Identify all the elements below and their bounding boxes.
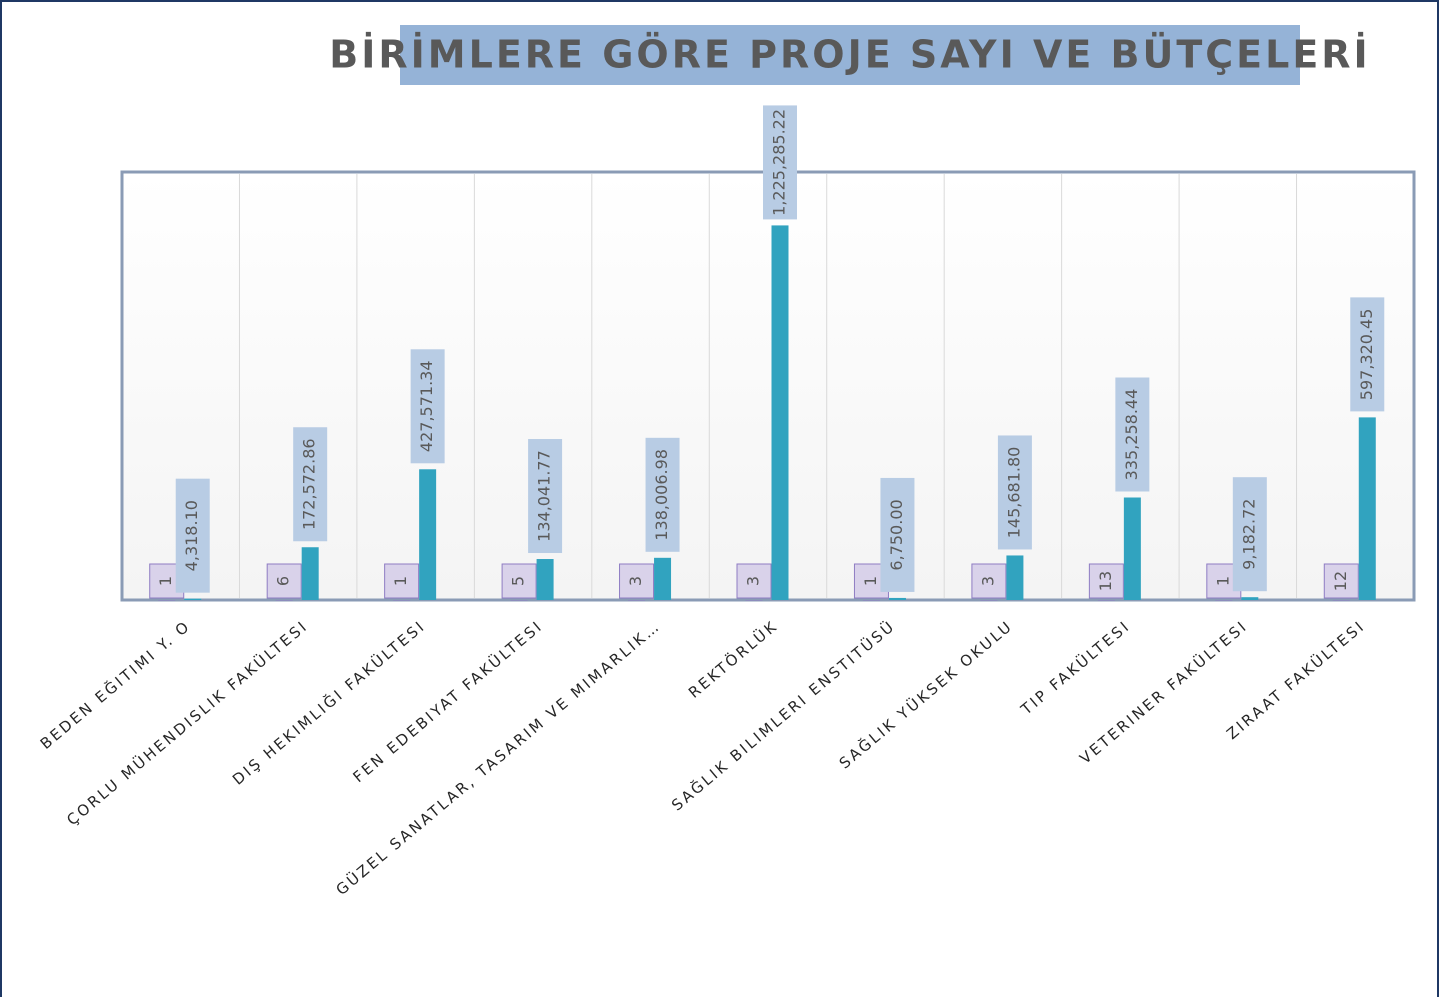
data-label: 3 bbox=[626, 576, 645, 586]
x-tick-label: DIŞ HEKIMLIĞI FAKÜLTESI bbox=[228, 616, 429, 789]
bar bbox=[628, 599, 646, 601]
bar bbox=[301, 547, 319, 600]
data-label-box bbox=[736, 563, 772, 599]
bar bbox=[158, 599, 176, 601]
bar bbox=[771, 225, 789, 600]
bar bbox=[888, 597, 906, 600]
bar bbox=[1006, 555, 1024, 600]
bar bbox=[1358, 417, 1376, 600]
bar bbox=[1241, 597, 1259, 600]
data-label: 1 bbox=[861, 576, 880, 586]
data-label: 1 bbox=[391, 576, 410, 586]
x-tick-label: FEN EDEBIYAT FAKÜLTESI bbox=[349, 616, 547, 786]
data-label-box bbox=[997, 435, 1032, 550]
data-label: 13 bbox=[1096, 571, 1115, 591]
data-label: 1 bbox=[156, 576, 175, 586]
data-label-box bbox=[410, 349, 445, 464]
data-label-box bbox=[619, 563, 655, 599]
data-label: 3 bbox=[744, 576, 763, 586]
plot-area bbox=[120, 170, 1416, 602]
bar bbox=[184, 598, 202, 600]
x-tick-label: REKTÖRLÜK bbox=[684, 616, 781, 702]
bar bbox=[1123, 497, 1141, 600]
data-label-box bbox=[880, 477, 915, 592]
data-label-box bbox=[266, 563, 302, 599]
data-label-box bbox=[384, 563, 420, 599]
data-label-box bbox=[1323, 563, 1359, 599]
data-label-box bbox=[1088, 563, 1124, 599]
data-label-box bbox=[1350, 297, 1385, 412]
bar bbox=[1097, 599, 1115, 601]
bar bbox=[419, 469, 437, 600]
data-label: 335,258.44 bbox=[1122, 389, 1141, 481]
data-label-box bbox=[763, 105, 797, 220]
chart-title: BİRİMLERE GÖRE PROJE SAYI VE BÜTÇELERİ bbox=[329, 33, 1370, 77]
data-label: 4,318.10 bbox=[182, 500, 201, 571]
bar bbox=[980, 599, 998, 601]
data-label: 12 bbox=[1331, 571, 1350, 591]
data-label: 3 bbox=[978, 576, 997, 586]
data-label-box bbox=[645, 437, 680, 552]
data-label: 427,571.34 bbox=[417, 360, 436, 452]
data-label: 597,320.45 bbox=[1357, 309, 1376, 401]
data-label: 9,182.72 bbox=[1239, 499, 1258, 570]
bar bbox=[745, 599, 763, 601]
x-tick-label: ÇORLU MÜHENDISLIK FAKÜLTESI bbox=[63, 616, 312, 829]
bar bbox=[654, 557, 672, 600]
x-tick-label: TIP FAKÜLTESI bbox=[1016, 616, 1134, 719]
data-label-box bbox=[1232, 477, 1267, 592]
data-label-box bbox=[971, 563, 1007, 599]
data-label-box bbox=[528, 439, 563, 554]
bar bbox=[393, 599, 411, 601]
data-label: 1 bbox=[1213, 576, 1232, 586]
bar bbox=[536, 559, 554, 600]
data-label-box bbox=[1115, 377, 1150, 492]
data-label: 6,750.00 bbox=[887, 499, 906, 570]
data-label: 6 bbox=[274, 576, 293, 586]
bar bbox=[1215, 599, 1233, 601]
data-label-box bbox=[501, 563, 537, 599]
data-label: 5 bbox=[509, 576, 528, 586]
data-label: 145,681.80 bbox=[1004, 447, 1023, 539]
data-label-box bbox=[293, 427, 328, 542]
bar bbox=[275, 599, 293, 601]
bar bbox=[1332, 599, 1350, 601]
title-box bbox=[400, 25, 1300, 85]
bar bbox=[862, 599, 880, 601]
data-label: 172,572.86 bbox=[300, 438, 319, 530]
x-tick-label: SAĞLIK BILIMLERI ENSTITÜSÜ bbox=[668, 616, 899, 814]
data-label: 134,041.77 bbox=[535, 450, 554, 542]
data-label: 1,225,285.22 bbox=[770, 109, 789, 216]
bar bbox=[510, 599, 528, 601]
data-label-box bbox=[175, 478, 210, 593]
data-label: 138,006.98 bbox=[652, 449, 671, 541]
